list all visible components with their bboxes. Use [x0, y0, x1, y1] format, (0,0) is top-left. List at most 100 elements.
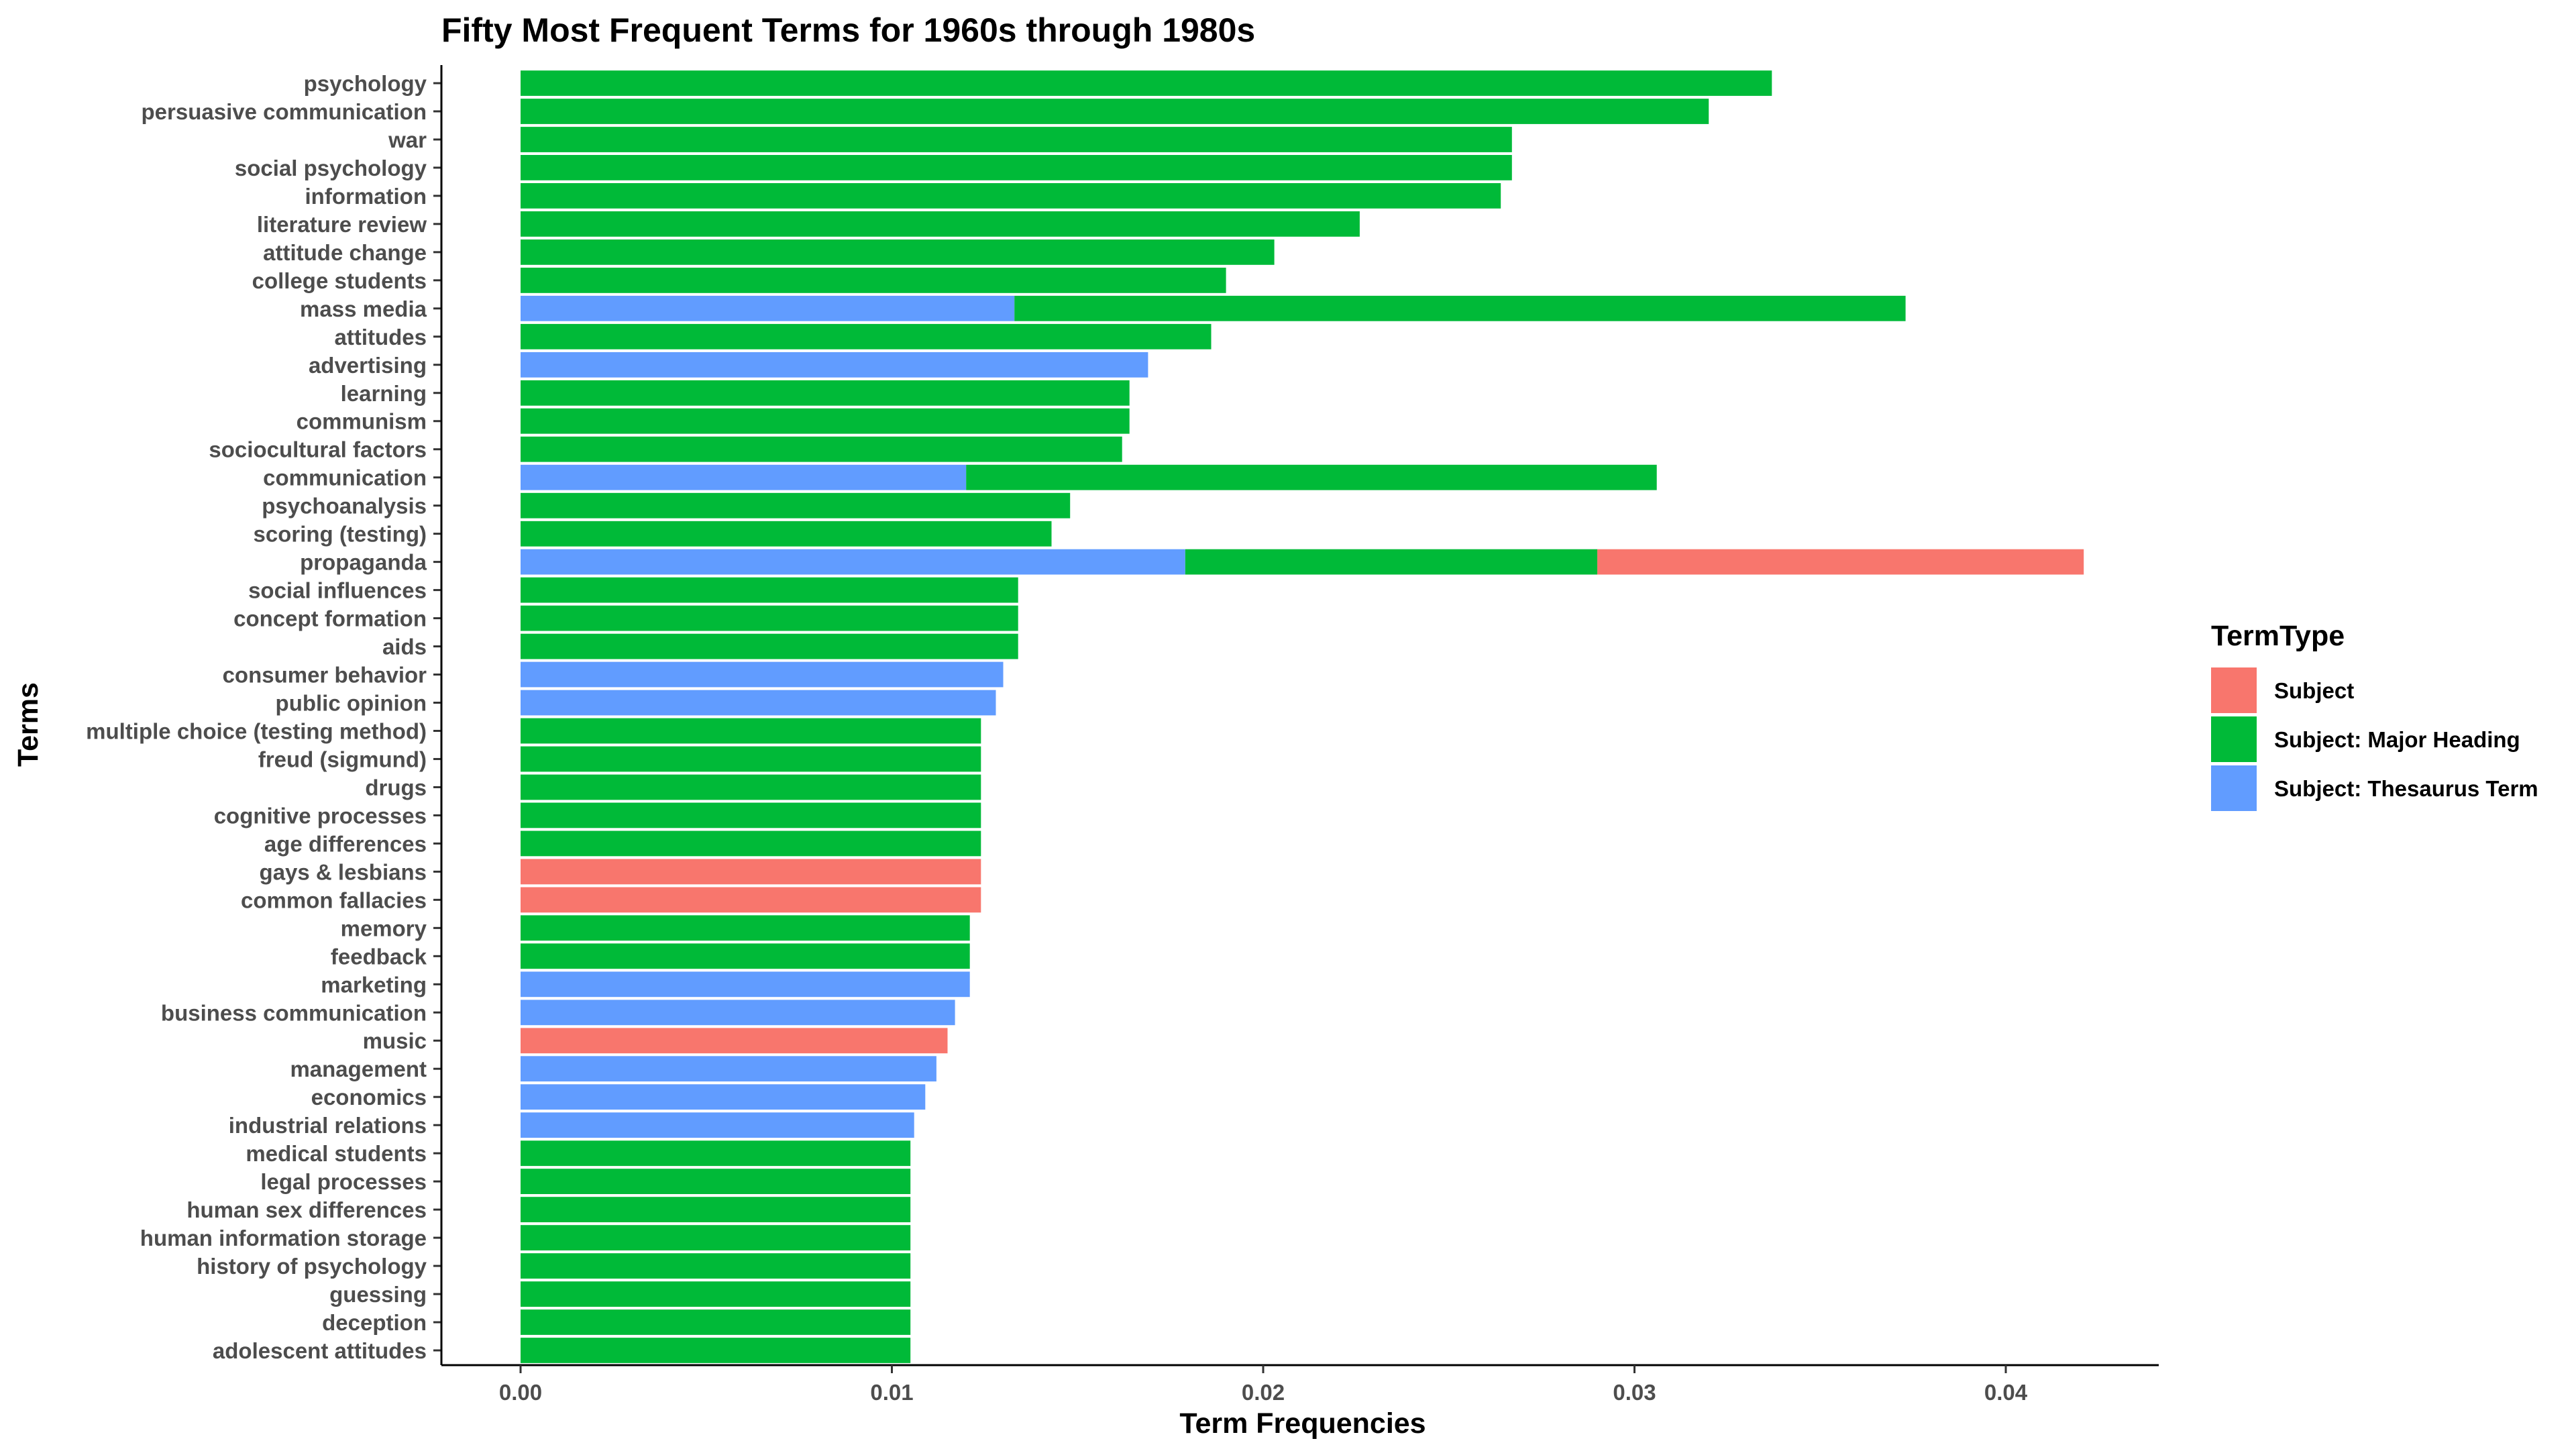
y-axis: psychology persuasive communication war soc… [86, 65, 443, 1365]
y-tick-label: memory [341, 916, 427, 941]
chart-title: Fifty Most Frequent Terms for 1960s thro… [441, 11, 1255, 49]
bar-attitudes-series-1 [521, 323, 1212, 350]
bar-psychoanalysis-series-1 [521, 492, 1071, 519]
y-tick-label: economics [311, 1085, 427, 1110]
bar-marketing-series-0 [521, 971, 970, 998]
y-tick-label: gays & lesbians [260, 859, 427, 884]
y-tick-label: common fallacies [241, 888, 427, 912]
bar-aids-series-1 [521, 633, 1018, 659]
y-tick-label: persuasive communication [142, 99, 427, 124]
bar-common-fallacies-series-2 [521, 887, 981, 913]
y-tick-label: scoring (testing) [253, 522, 427, 547]
y-tick-label: industrial relations [229, 1113, 427, 1138]
bar-learning-series-1 [521, 380, 1130, 406]
bar-cognitive-processes-series-1 [521, 802, 981, 828]
bar-feedback-series-1 [521, 943, 970, 969]
bar-business-communication-series-0 [521, 1000, 955, 1026]
y-tick-label: propaganda [300, 550, 427, 575]
bar-sociocultural-factors-series-1 [521, 436, 1122, 462]
bar-human-information-storage-series-1 [521, 1225, 911, 1250]
bar-communication-series-1 [966, 464, 1657, 490]
bar-war-series-1 [521, 127, 1512, 152]
bar-propaganda-series-0 [521, 549, 1185, 575]
bar-communism-series-1 [521, 408, 1130, 434]
y-tick-label: cognitive processes [214, 803, 427, 828]
bar-mass-media-series-0 [521, 295, 1015, 321]
legend-key [2211, 667, 2257, 713]
bar-industrial-relations-series-0 [521, 1112, 914, 1138]
y-tick-label: guessing [329, 1282, 427, 1307]
y-axis-title: Terms [12, 682, 44, 767]
legend-key [2211, 765, 2257, 811]
legend-items: Subject Subject: Major Heading Subject: Th… [2211, 667, 2538, 811]
y-tick-label: age differences [264, 831, 427, 856]
y-tick-label: music [363, 1028, 427, 1053]
bar-gays-lesbians-series-2 [521, 859, 981, 885]
y-tick-label: learning [341, 381, 427, 406]
y-tick-label: human information storage [140, 1226, 427, 1250]
y-tick-label: marketing [321, 972, 427, 997]
bars-layer [521, 70, 2084, 1363]
y-tick-label: feedback [331, 944, 427, 969]
bar-deception-series-1 [521, 1309, 911, 1335]
y-tick-label: social psychology [235, 156, 427, 180]
y-tick-label: history of psychology [197, 1254, 427, 1279]
y-tick-label: legal processes [260, 1169, 427, 1194]
bar-college-students-series-1 [521, 268, 1226, 293]
x-axis-title: Term Frequencies [1179, 1407, 1426, 1440]
y-tick-label: medical students [246, 1141, 427, 1166]
y-tick-label: communication [263, 466, 427, 490]
bar-propaganda-series-2 [1597, 549, 2084, 575]
x-tick-label: 0.04 [1984, 1380, 2028, 1405]
y-tick-label: mass media [300, 297, 427, 321]
bar-psychology-series-1 [521, 70, 1772, 96]
bar-adolescent-attitudes-series-1 [521, 1338, 911, 1363]
bar-mass-media-series-1 [1014, 295, 1906, 321]
bar-management-series-0 [521, 1056, 936, 1082]
legend-label: Subject: Thesaurus Term [2274, 776, 2538, 801]
bar-age-differences-series-1 [521, 830, 981, 857]
bar-human-sex-differences-series-1 [521, 1197, 911, 1222]
y-tick-label: literature review [257, 212, 427, 237]
y-tick-label: drugs [365, 775, 427, 800]
bar-information-series-1 [521, 183, 1501, 209]
x-axis: 0.00 0.01 0.02 0.03 0.04 [441, 1364, 2159, 1405]
bar-scoring-testing--series-1 [521, 521, 1052, 547]
x-tick-label: 0.01 [870, 1380, 913, 1405]
y-tick-label: attitudes [334, 325, 427, 350]
legend-key [2211, 716, 2257, 762]
y-tick-label: human sex differences [186, 1197, 427, 1222]
bar-public-opinion-series-0 [521, 690, 996, 716]
bar-legal-processes-series-1 [521, 1169, 911, 1194]
x-tick-label: 0.00 [499, 1380, 542, 1405]
bar-consumer-behavior-series-0 [521, 661, 1004, 688]
y-tick-label: psychology [304, 71, 427, 96]
bar-persuasive-communication-series-1 [521, 99, 1709, 124]
y-tick-label: psychoanalysis [262, 494, 427, 519]
bar-propaganda-series-1 [1185, 549, 1598, 575]
y-tick-label: business communication [161, 1000, 427, 1025]
bar-social-influences-series-1 [521, 577, 1018, 603]
bar-social-psychology-series-1 [521, 155, 1512, 180]
bar-concept-formation-series-1 [521, 605, 1018, 631]
bar-drugs-series-1 [521, 774, 981, 800]
bar-multiple-choice-testing-method--series-1 [521, 718, 981, 744]
y-tick-label: deception [322, 1310, 427, 1335]
bar-history-of-psychology-series-1 [521, 1253, 911, 1279]
x-tick-label: 0.03 [1613, 1380, 1656, 1405]
bar-memory-series-1 [521, 915, 970, 941]
y-tick-label: college students [252, 268, 427, 293]
bar-advertising-series-0 [521, 352, 1148, 378]
bar-medical-students-series-1 [521, 1140, 911, 1167]
bar-communication-series-0 [521, 464, 967, 490]
y-tick-label: information [305, 184, 427, 209]
y-tick-label: freud (sigmund) [258, 747, 427, 771]
bar-attitude-change-series-1 [521, 239, 1275, 265]
y-tick-label: social influences [248, 578, 427, 603]
legend-label: Subject [2274, 678, 2354, 703]
y-tick-label: attitude change [263, 240, 427, 265]
legend-label: Subject: Major Heading [2274, 727, 2520, 752]
y-tick-label: advertising [309, 353, 427, 378]
